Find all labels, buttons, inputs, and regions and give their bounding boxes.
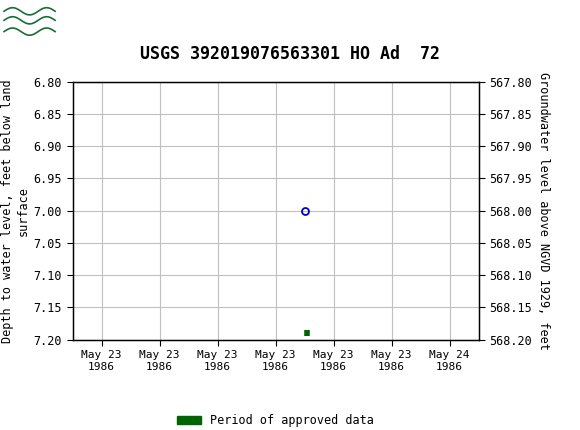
Text: USGS: USGS [67, 12, 135, 33]
Legend: Period of approved data: Period of approved data [172, 409, 379, 430]
Bar [3, 3, 58, 42]
Text: USGS 392019076563301 HO Ad  72: USGS 392019076563301 HO Ad 72 [140, 45, 440, 63]
Y-axis label: Depth to water level, feet below land
surface: Depth to water level, feet below land su… [1, 79, 30, 343]
Y-axis label: Groundwater level above NGVD 1929, feet: Groundwater level above NGVD 1929, feet [537, 72, 550, 350]
